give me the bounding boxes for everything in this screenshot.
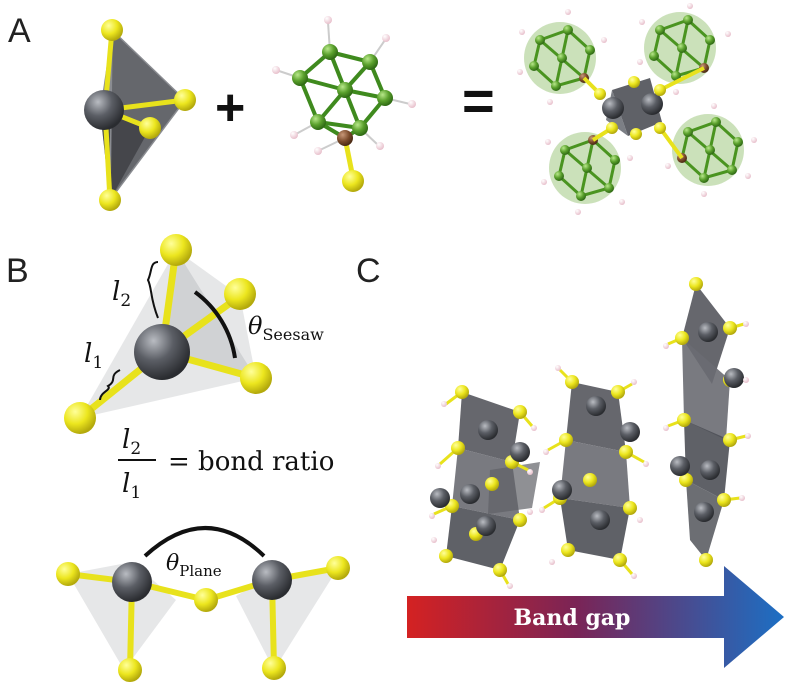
plane-unit (56, 526, 350, 682)
fraction-denominator: l1 (122, 469, 141, 503)
sulfur-atom (139, 117, 161, 139)
sulfur-atom (118, 658, 142, 682)
plane-angle-arc (143, 526, 266, 558)
equals-sign: = (462, 69, 495, 132)
fraction-numerator: l2 (122, 425, 141, 459)
theta-plane-label: θPlane (166, 551, 222, 580)
metal-atom (134, 324, 190, 380)
plus-sign: + (215, 79, 245, 137)
chain-right (663, 277, 751, 567)
sulfur-atom (99, 189, 121, 211)
sulfur-atom (224, 278, 256, 310)
sulfur-atom (64, 402, 96, 434)
l1-symbol: l1 (84, 339, 103, 373)
theta-seesaw-label: θSeesaw (248, 312, 324, 344)
sulfur-atom (326, 556, 350, 580)
metal-atom (112, 562, 152, 602)
bond-ratio-text: = bond ratio (168, 447, 334, 477)
sulfur-atom (56, 562, 80, 586)
central-metal-core (582, 66, 705, 160)
chain-middle (539, 365, 649, 579)
panel-c: C (356, 252, 784, 668)
sulfur-atom (342, 170, 364, 192)
sulfur-atom (240, 362, 272, 394)
sulfur-atom (174, 89, 196, 111)
metal-atom (84, 90, 124, 130)
bond-ratio-equation: l2 l1 = bond ratio (118, 425, 334, 503)
l2-brace (146, 261, 159, 319)
seesaw-angle-arc (193, 290, 237, 359)
panel-c-label: C (356, 252, 381, 290)
carborane-cage-cluster (517, 3, 757, 215)
l1-brace (99, 369, 121, 401)
panel-a: A + (8, 3, 757, 215)
metal-sulfide-tetrahedron (84, 19, 196, 211)
l2-symbol: l2 (112, 277, 131, 311)
sulfur-atom (101, 19, 123, 41)
assembled-structure (517, 3, 757, 215)
metal-atom (252, 560, 292, 600)
band-gap-label: Band gap (514, 605, 631, 631)
sulfur-atom (160, 234, 192, 266)
sulfur-atom (262, 656, 286, 680)
panel-a-label: A (8, 12, 31, 50)
chain-left (429, 385, 540, 589)
carborane-atoms (272, 16, 416, 192)
sulfur-atom (194, 588, 218, 612)
panel-b: B l2 l1 θSeesaw l2 l1 = bond ratio (6, 234, 350, 682)
seesaw-unit (64, 234, 272, 434)
panel-b-label: B (6, 252, 29, 290)
band-gap-arrow: Band gap (407, 566, 784, 668)
